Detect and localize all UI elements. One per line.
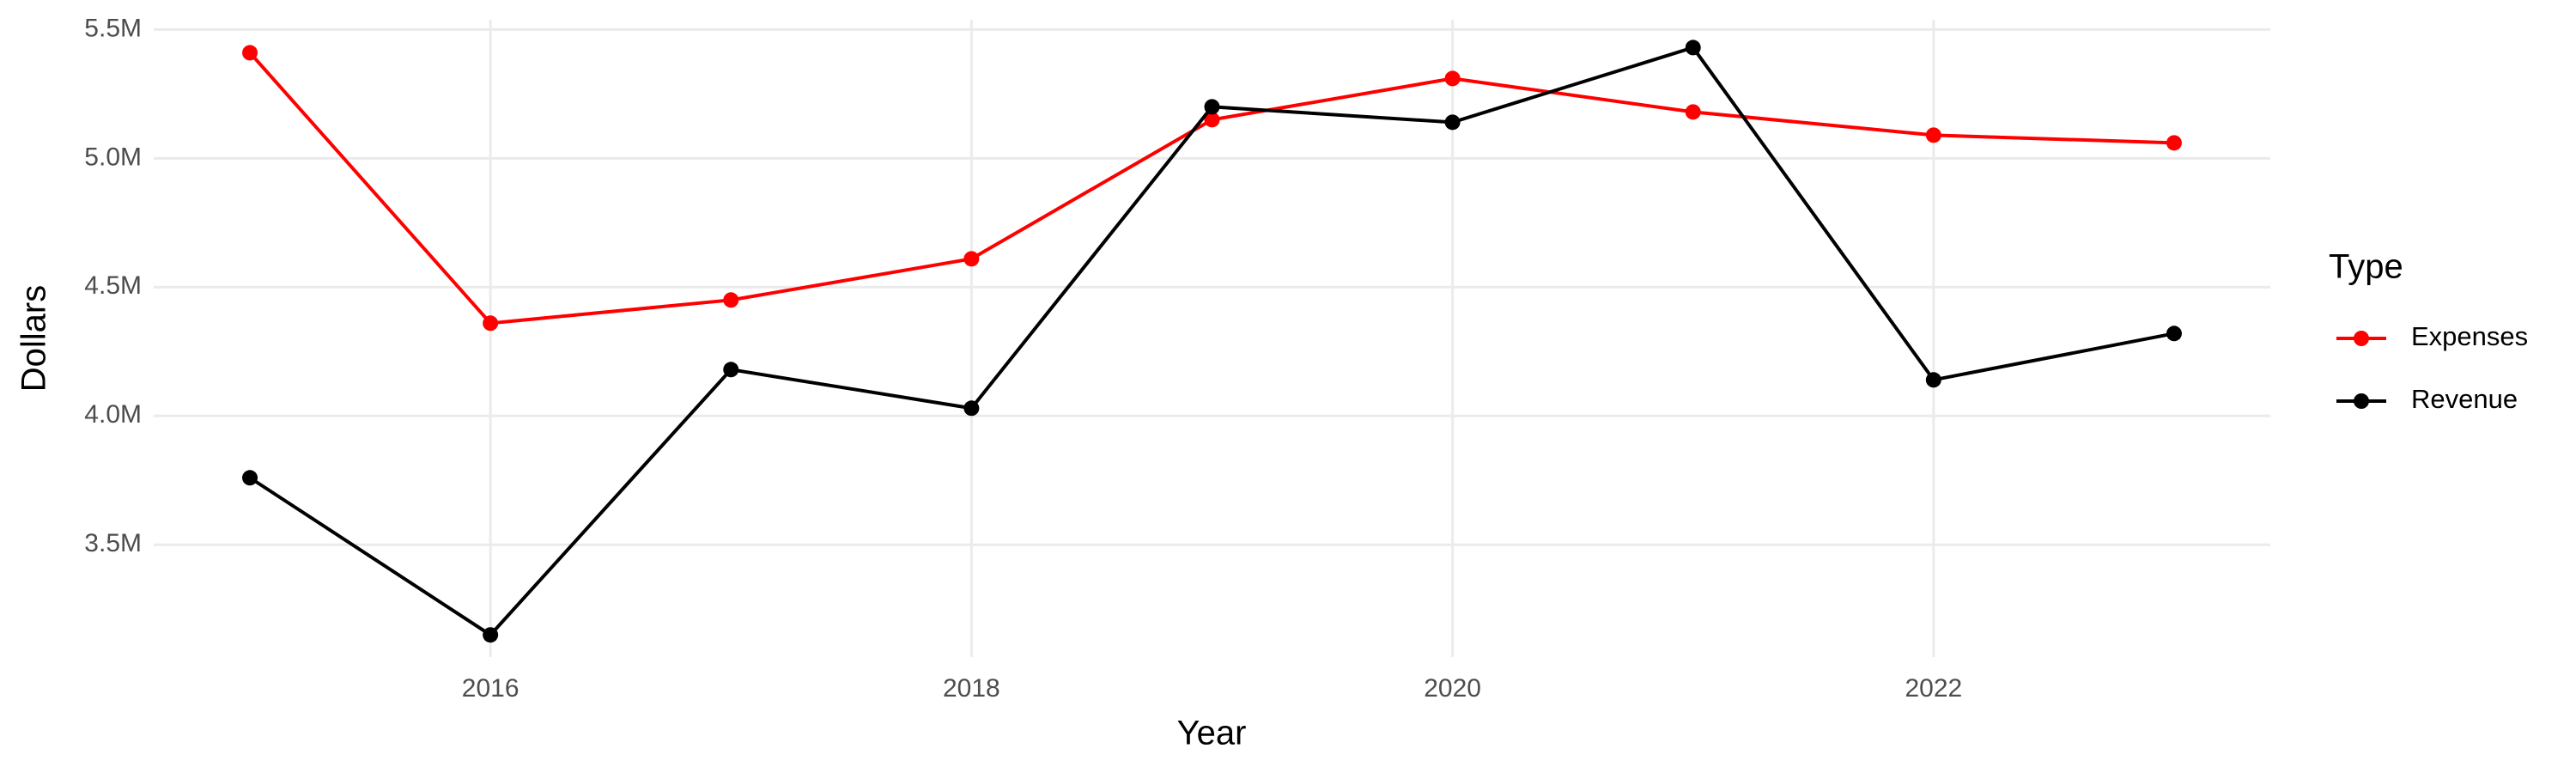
grid: [154, 20, 2270, 657]
data-point: [723, 292, 739, 308]
x-tick-label: 2018: [943, 674, 1000, 703]
series-line: [248, 46, 2175, 637]
y-tick-label: 4.5M: [84, 271, 142, 300]
x-axis-title: Year: [1177, 715, 1247, 752]
data-point: [1204, 99, 1220, 115]
data-point: [242, 45, 258, 61]
legend-marker: [2354, 393, 2369, 409]
x-tick-label: 2016: [462, 674, 519, 703]
data-point: [483, 627, 499, 643]
legend-label: Revenue: [2411, 384, 2518, 414]
data-point: [1925, 127, 1941, 143]
data-point: [1444, 70, 1461, 87]
data-point: [242, 470, 258, 486]
series-line: [248, 52, 2175, 326]
legend-label: Expenses: [2411, 321, 2528, 351]
x-tick-label: 2022: [1905, 674, 1962, 703]
data-point: [1925, 372, 1941, 388]
y-tick-label: 5.0M: [84, 143, 142, 171]
data-point: [2166, 135, 2182, 151]
data-point: [2166, 326, 2182, 342]
y-tick-label: 3.5M: [84, 529, 142, 557]
data-point: [963, 400, 980, 417]
legend-marker: [2354, 331, 2369, 346]
data-point: [1685, 104, 1701, 120]
y-tick-label: 5.5M: [84, 14, 142, 42]
data-point: [963, 251, 980, 267]
x-tick-label: 2020: [1424, 674, 1481, 703]
data-point: [1204, 112, 1220, 128]
y-axis-title: Dollars: [15, 285, 53, 392]
data-point: [1685, 40, 1701, 56]
y-tick-label: 4.0M: [84, 400, 142, 429]
data-point: [1444, 114, 1461, 131]
legend-title: Type: [2329, 248, 2403, 286]
data-point: [723, 362, 739, 378]
data-point: [483, 315, 499, 332]
